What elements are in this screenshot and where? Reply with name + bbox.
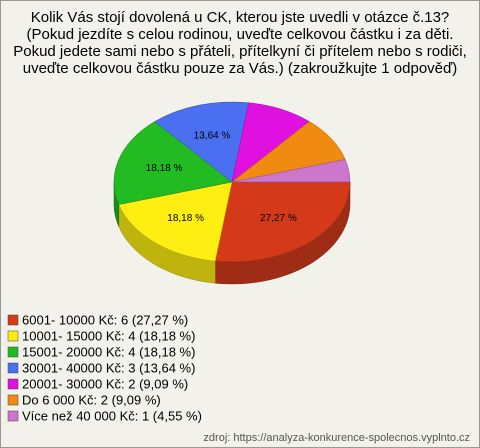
legend-swatch bbox=[7, 346, 19, 358]
legend-label: 30001- 40000 Kč: 3 (13,64 %) bbox=[22, 360, 195, 375]
legend-swatch bbox=[7, 362, 19, 374]
chart-title: Pokud jedete sami nebo s přáteli, přítel… bbox=[13, 43, 467, 60]
legend-swatch bbox=[7, 314, 19, 326]
slice bbox=[113, 121, 233, 205]
slice bbox=[231, 159, 351, 183]
data-label: 27,27 % bbox=[260, 213, 297, 224]
slice bbox=[118, 181, 233, 262]
legend-label: 6001- 10000 Kč: 6 (27,27 %) bbox=[22, 312, 188, 327]
legend-label: Více než 40 000 Kč: 1 (4,55 %) bbox=[22, 408, 202, 423]
data-label: 13,64 % bbox=[194, 131, 231, 142]
chart-title: uveďte celkovou částku pouze za Vás.) (z… bbox=[23, 60, 458, 77]
slice bbox=[154, 101, 250, 183]
legend-label: 20001- 30000 Kč: 2 (9,09 %) bbox=[22, 376, 188, 391]
legend-swatch bbox=[7, 378, 19, 390]
chart-title: Kolik Vás stojí dovolená u CK, kterou js… bbox=[31, 9, 450, 26]
chart-title: (Pokud jezdíte s celou rodinou, uveďte c… bbox=[27, 26, 454, 43]
legend-swatch bbox=[7, 330, 19, 342]
legend-label: 10001- 15000 Kč: 4 (18,18 %) bbox=[22, 328, 195, 343]
legend-swatch bbox=[7, 394, 19, 406]
legend-label: 15001- 20000 Kč: 4 (18,18 %) bbox=[22, 344, 195, 359]
source: zdroj: https://analyza-konkurence-spolec… bbox=[203, 432, 470, 444]
legend-swatch bbox=[7, 410, 19, 422]
slice bbox=[214, 181, 351, 263]
data-label: 18,18 % bbox=[167, 213, 204, 224]
data-label: 18,18 % bbox=[146, 163, 183, 174]
legend-label: Do 6 000 Kč: 2 (9,09 %) bbox=[22, 392, 161, 407]
